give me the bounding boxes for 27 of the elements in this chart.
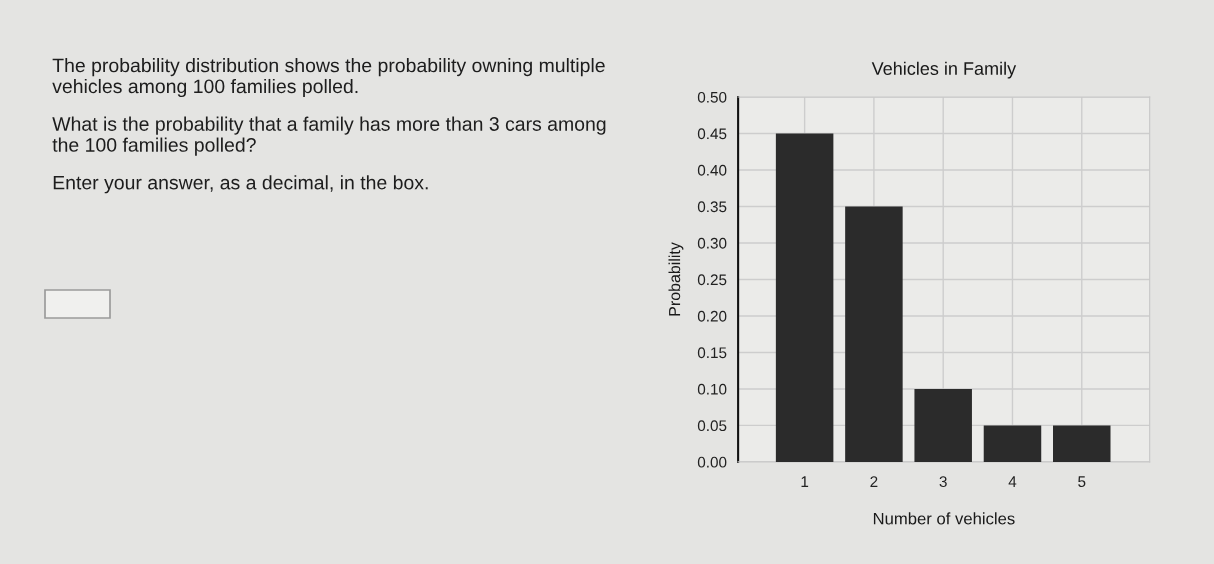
y-tick-label: 0.40 xyxy=(697,164,727,176)
bar xyxy=(1053,425,1111,462)
chart-title: Vehicles in Family xyxy=(871,61,1017,79)
x-tick-label: 3 xyxy=(939,476,947,488)
text: The probability distribution shows the probability owning multiple vehicles among 100 families polled. xyxy=(52,58,605,98)
y-tick-label: 0.05 xyxy=(697,420,727,432)
text: Enter your answer, as a decimal, in the box. xyxy=(53,175,428,194)
y-tick-label: 0.30 xyxy=(697,237,727,249)
y-tick-label: 0.50 xyxy=(697,91,727,103)
bar xyxy=(845,206,903,462)
x-tick-label: 1 xyxy=(801,476,809,487)
bar xyxy=(983,425,1042,462)
x-tick-label: 5 xyxy=(1078,476,1086,488)
x-tick-label: 4 xyxy=(1008,476,1017,487)
y-axis-title: Probability xyxy=(668,242,684,316)
y-tick-label: 0.00 xyxy=(697,456,727,468)
bar xyxy=(914,388,972,462)
y-tick-label: 0.25 xyxy=(697,274,727,286)
y-tick-label: 0.15 xyxy=(697,347,727,359)
y-tick-label: 0.10 xyxy=(697,383,727,395)
bar xyxy=(775,133,834,462)
y-tick-label: 0.35 xyxy=(697,201,727,213)
text: What is the probability that a family has more than 3 cars among the 100 families polled? xyxy=(52,116,606,156)
x-axis-title: Number of vehicles xyxy=(873,512,1015,525)
y-tick-label: 0.45 xyxy=(697,128,727,140)
x-tick-label: 2 xyxy=(870,476,878,487)
y-tick-label: 0.20 xyxy=(697,310,727,322)
